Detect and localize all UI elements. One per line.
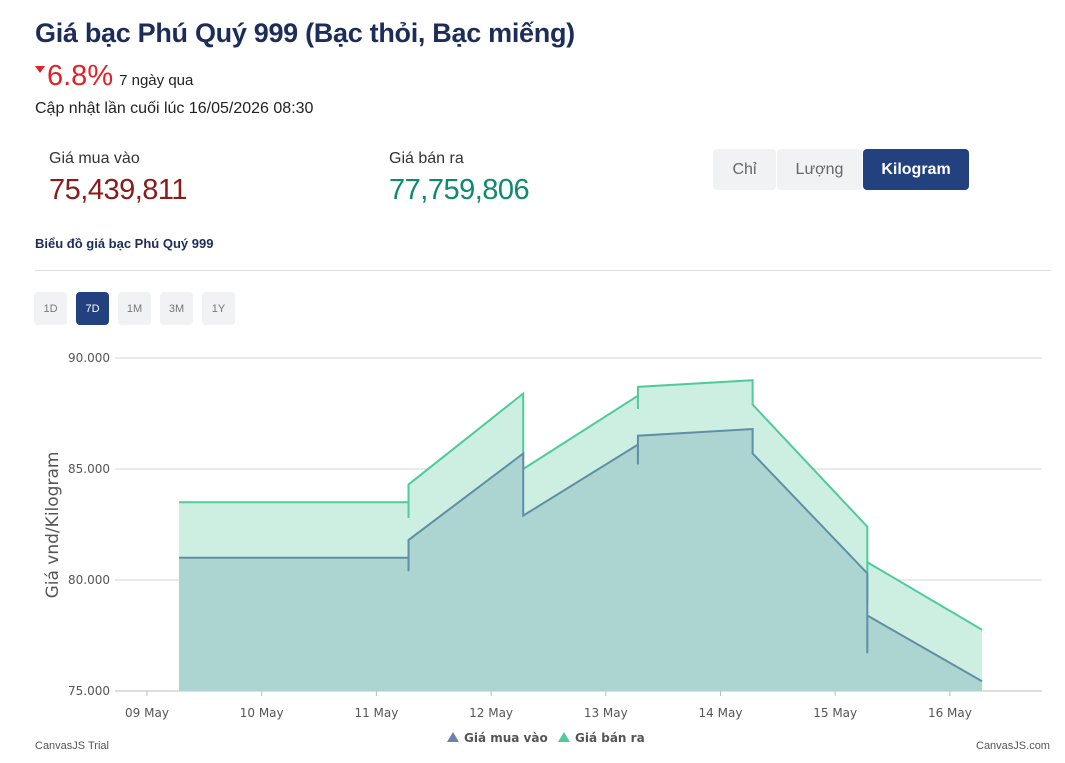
- price-change: 6.8% 7 ngày qua: [35, 60, 193, 93]
- change-percent: 6.8%: [47, 60, 114, 92]
- buy-price-block: Giá mua vào 75,439,811: [49, 150, 188, 207]
- y-tick-label: 90.000: [68, 351, 110, 365]
- x-tick-label: 16 May: [928, 706, 972, 720]
- legend-triangle-icon: [558, 732, 570, 742]
- range-tab-1m[interactable]: 1M: [118, 292, 151, 325]
- unit-tab-luong[interactable]: Lượng: [777, 149, 862, 190]
- legend-triangle-icon: [447, 732, 459, 742]
- divider: [35, 270, 1051, 271]
- y-tick-label: 80.000: [68, 573, 110, 587]
- down-triangle-icon: [35, 66, 45, 73]
- canvasjs-trial-label: CanvasJS Trial: [35, 740, 109, 752]
- chart-heading: Biểu đồ giá bạc Phú Quý 999: [35, 236, 214, 251]
- legend-label[interactable]: Giá bán ra: [575, 731, 645, 745]
- unit-tab-kilogram[interactable]: Kilogram: [863, 149, 969, 190]
- canvasjs-credit-link[interactable]: CanvasJS.com: [976, 740, 1050, 752]
- range-tab-1d[interactable]: 1D: [34, 292, 67, 325]
- range-tab-1y[interactable]: 1Y: [202, 292, 235, 325]
- x-tick-label: 13 May: [584, 706, 628, 720]
- x-tick-label: 09 May: [125, 706, 169, 720]
- page-title: Giá bạc Phú Quý 999 (Bạc thỏi, Bạc miếng…: [35, 18, 575, 48]
- last-updated: Cập nhật lần cuối lúc 16/05/2026 08:30: [35, 100, 314, 117]
- series-line-buy[interactable]: [179, 427, 983, 683]
- range-tab-3m[interactable]: 3M: [160, 292, 193, 325]
- x-tick-label: 10 May: [240, 706, 284, 720]
- sell-price-block: Giá bán ra 77,759,806: [389, 150, 530, 207]
- x-tick-label: 15 May: [813, 706, 857, 720]
- y-tick-label: 75.000: [68, 684, 110, 698]
- unit-tabs: Chỉ Lượng Kilogram: [713, 149, 970, 190]
- sell-price-label: Giá bán ra: [389, 150, 464, 167]
- area-fill-buy: [179, 429, 983, 691]
- legend-label[interactable]: Giá mua vào: [464, 731, 548, 745]
- price-chart[interactable]: 75.000 80.000 85.000 90.000 Giá vnd/Kilogram…: [0, 340, 1065, 760]
- range-tabs: 1D 7D 1M 3M 1Y: [34, 292, 235, 325]
- y-axis-title: Giá vnd/Kilogram: [43, 452, 63, 599]
- range-tab-7d[interactable]: 7D: [76, 292, 109, 325]
- unit-tab-chi[interactable]: Chỉ: [713, 149, 776, 190]
- x-tick-label: 14 May: [699, 706, 743, 720]
- change-period: 7 ngày qua: [119, 72, 194, 89]
- x-tick-label: 12 May: [469, 706, 513, 720]
- sell-price-value: 77,759,806: [389, 174, 530, 206]
- buy-price-label: Giá mua vào: [49, 150, 140, 167]
- x-tick-label: 11 May: [354, 706, 398, 720]
- y-tick-label: 85.000: [68, 462, 110, 476]
- buy-price-value: 75,439,811: [49, 174, 188, 206]
